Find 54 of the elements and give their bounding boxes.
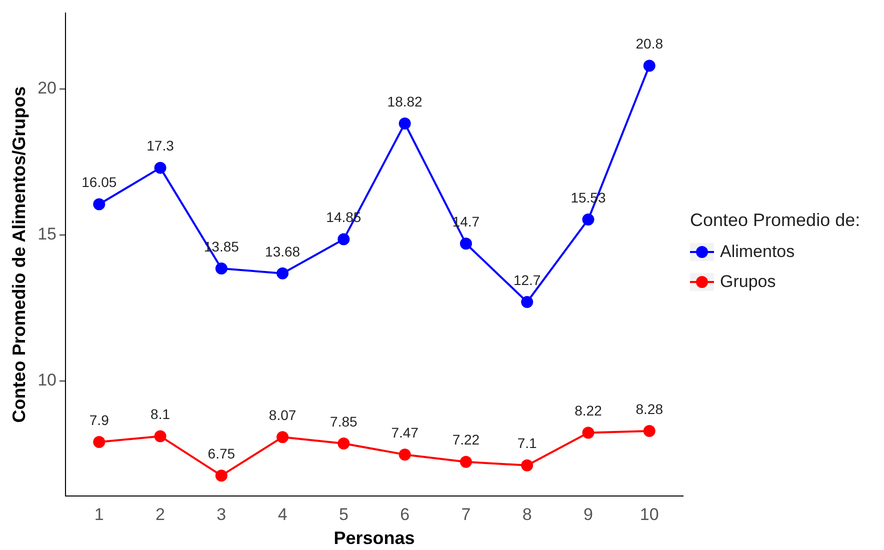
data-label: 18.82 bbox=[387, 93, 423, 110]
point bbox=[521, 459, 534, 472]
data-label: 8.28 bbox=[636, 400, 664, 417]
point bbox=[276, 431, 289, 444]
point bbox=[643, 424, 656, 437]
point bbox=[643, 60, 656, 72]
x-tick-label: 10 bbox=[640, 504, 659, 524]
data-label: 13.68 bbox=[265, 243, 300, 260]
data-label: 8.1 bbox=[150, 406, 170, 422]
point bbox=[154, 162, 166, 174]
point bbox=[338, 437, 350, 450]
y-tick-label: 15 bbox=[38, 224, 57, 244]
point bbox=[398, 117, 411, 130]
data-label: 7.85 bbox=[330, 413, 358, 430]
point bbox=[582, 426, 594, 439]
point bbox=[521, 296, 534, 308]
point bbox=[338, 233, 350, 246]
point bbox=[154, 430, 166, 442]
data-label: 7.47 bbox=[391, 424, 419, 440]
data-label: 17.3 bbox=[146, 138, 174, 154]
data-label: 8.22 bbox=[574, 402, 602, 419]
x-tick-label: 6 bbox=[400, 504, 410, 524]
point bbox=[93, 198, 106, 210]
data-label: 16.05 bbox=[82, 174, 117, 190]
legend-label: Alimentos bbox=[720, 242, 795, 262]
point bbox=[276, 267, 289, 280]
data-label: 7.1 bbox=[517, 435, 538, 452]
y-axis-title: Conteo Promedio de Alimentos/Grupos bbox=[8, 86, 29, 423]
point bbox=[215, 470, 228, 482]
point bbox=[93, 436, 106, 448]
data-label: 7.9 bbox=[89, 412, 110, 428]
point bbox=[460, 238, 472, 250]
point bbox=[460, 456, 472, 468]
y-tick-label: 10 bbox=[38, 370, 57, 390]
data-label: 8.07 bbox=[268, 406, 296, 423]
point bbox=[582, 213, 594, 226]
data-label: 12.7 bbox=[513, 272, 541, 288]
x-tick-label: 9 bbox=[584, 504, 593, 524]
y-tick-label: 20 bbox=[38, 78, 57, 98]
x-axis-title: Personas bbox=[334, 528, 415, 548]
legend-title: Conteo Promedio de: bbox=[690, 210, 860, 231]
x-tick-label: 8 bbox=[522, 504, 532, 524]
legend-label: Grupos bbox=[720, 272, 776, 292]
x-tick-label: 5 bbox=[338, 504, 348, 524]
point bbox=[398, 448, 411, 461]
x-tick-label: 2 bbox=[156, 504, 166, 524]
point bbox=[215, 262, 228, 274]
data-label: 6.75 bbox=[208, 445, 236, 462]
x-tick-label: 1 bbox=[94, 504, 104, 524]
data-label: 20.8 bbox=[636, 36, 664, 52]
x-tick-label: 3 bbox=[216, 504, 226, 524]
data-label: 7.22 bbox=[452, 432, 480, 448]
x-tick-label: 4 bbox=[278, 504, 288, 524]
x-tick-label: 7 bbox=[461, 504, 471, 524]
